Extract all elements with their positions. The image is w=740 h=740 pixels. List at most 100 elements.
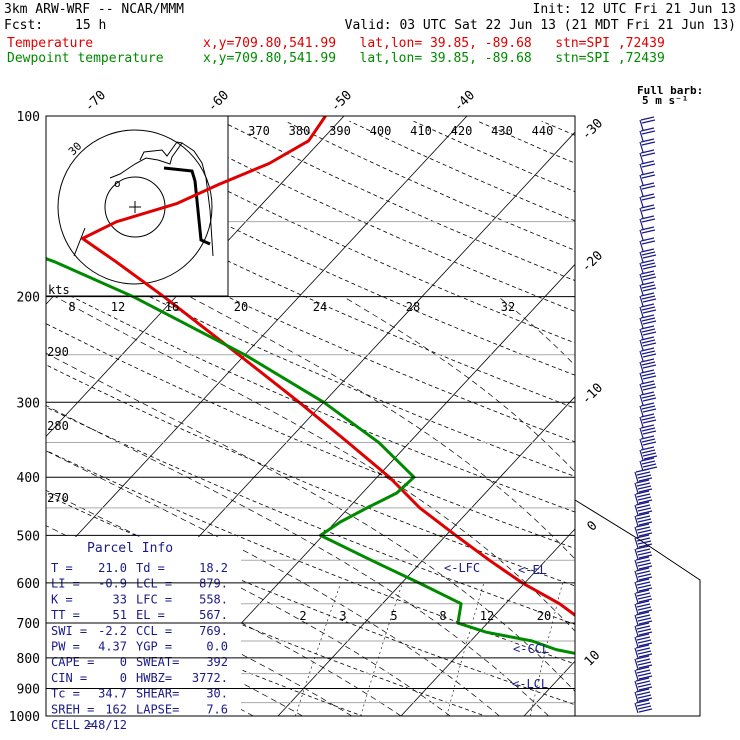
wind-barb-flag [637,573,652,578]
wind-barb-flag [637,639,652,644]
hodograph-speed-label: 16 [165,300,179,314]
parcel-value: 51 [113,608,127,622]
parcel-label: LCL = [136,577,172,591]
wind-barb-staff [639,361,644,373]
wind-barb-flag [637,650,652,655]
wind-barb-flag [641,438,656,443]
wind-barb-flag [636,471,651,476]
pressure-tick-label: 1000 [9,710,40,725]
wind-barb-staff [634,658,639,670]
level-marker: <-LFC [444,561,480,575]
wind-barb-flag [642,309,657,314]
level-marker: <-EL [518,563,547,577]
moist-adiabat-line [46,557,352,716]
wind-barb-flag [635,567,650,572]
wind-barb-flag [641,405,656,410]
pressure-tick-label: 300 [17,396,40,411]
parcel-label: SWI = [51,624,87,638]
forecast-hour: 15 h [75,18,107,33]
parcel-label: CELL = [51,718,94,732]
wind-barb-flag [642,430,657,435]
pressure-tick-label: 700 [17,617,40,632]
wind-barb-staff [634,482,639,494]
wind-barb-flag [643,455,658,460]
parcel-value: 248/12 [84,718,127,732]
parcel-label: PW = [51,640,80,654]
parcel-label: YGP = [136,640,172,654]
moist-adiabat-line [46,352,575,692]
parcel-label: SREH = [51,702,94,716]
wind-barb-flag [640,446,655,451]
wind-barb-flag [636,482,651,487]
wind-barb-flag [637,584,652,589]
temperature-tick-label: -10 [579,381,606,408]
wind-barb-flag [636,581,651,586]
wind-barb-flag [636,658,651,663]
parcel-label: CAPE = [51,655,94,669]
wind-barb-flag [636,614,651,619]
dry-adiabat-line [349,120,575,222]
mixing-ratio-label: 5 [390,609,397,623]
parcel-value: 3772. [192,671,228,685]
wind-barb-flag [637,661,652,666]
wind-barb-staff [639,295,644,307]
theta-tick-label: 430 [491,124,513,138]
wind-barb-flag [641,317,656,322]
wind-barb-flag [640,457,655,462]
wind-barb-flag [638,576,653,581]
wind-barb-flag [641,284,656,289]
parcel-label: LFC = [136,592,172,606]
dry-adiabat-line [46,323,575,549]
wind-barb-flag [640,226,655,231]
parcel-value: 162 [105,702,127,716]
wind-barb-flag [637,551,652,556]
wind-barb-flag [641,449,656,454]
wind-barb-flag [638,620,653,625]
wind-barb-flag [638,499,653,504]
wind-barb-staff [639,449,644,461]
wind-barb-staff [634,581,639,593]
wind-barb-flag [635,611,650,616]
wind-barb-flag [637,518,652,523]
wind-barb-flag [635,666,650,671]
wind-barb-flag [637,485,652,490]
wind-barb-flag [638,521,653,526]
wind-barb-flag [635,556,650,561]
wind-barb-staff [634,603,639,615]
hodograph-speed-label: 20 [234,300,248,314]
wind-barb-flag [642,331,657,336]
wind-barb-staff [639,317,644,329]
dry-adiabat-line [46,243,575,477]
theta-side-label: 290 [47,345,69,359]
wind-barb-flag [640,215,655,220]
dry-adiabat-line [46,587,364,716]
parcel-value: 30. [206,687,228,701]
wind-barb-staff [639,207,644,219]
wind-barb-flag [640,358,655,363]
wind-barb-flag [636,625,651,630]
legend-dewpoint-name: Dewpoint temperature [7,51,164,66]
wind-barb-staff [639,438,644,450]
wind-barb-staff [634,526,639,538]
pressure-tick-label: 200 [17,291,40,306]
wind-barb-flag [637,529,652,534]
wind-barb-flag [638,675,653,680]
wind-barb-flag [642,364,657,369]
level-marker: <-CCL [513,642,549,656]
parcel-value: -0.9 [98,577,127,591]
hodograph-speed-label: 8 [68,300,75,314]
isotherm-line [400,528,575,716]
wind-barb-staff [639,284,644,296]
pressure-tick-label: 400 [17,471,40,486]
isotherm-line [46,116,345,438]
init-time: Init: 12 UTC Fri 21 Jun 13 [532,2,737,17]
wind-barb-staff [634,537,639,549]
wind-barb-flag [636,636,651,641]
wind-barb-flag [641,295,656,300]
wind-barb-flag [637,628,652,633]
parcel-value: 33 [113,592,127,606]
wind-barb-flag [640,237,655,242]
wind-barb-flag [640,149,655,154]
temperature-tick-label: -30 [579,116,606,143]
